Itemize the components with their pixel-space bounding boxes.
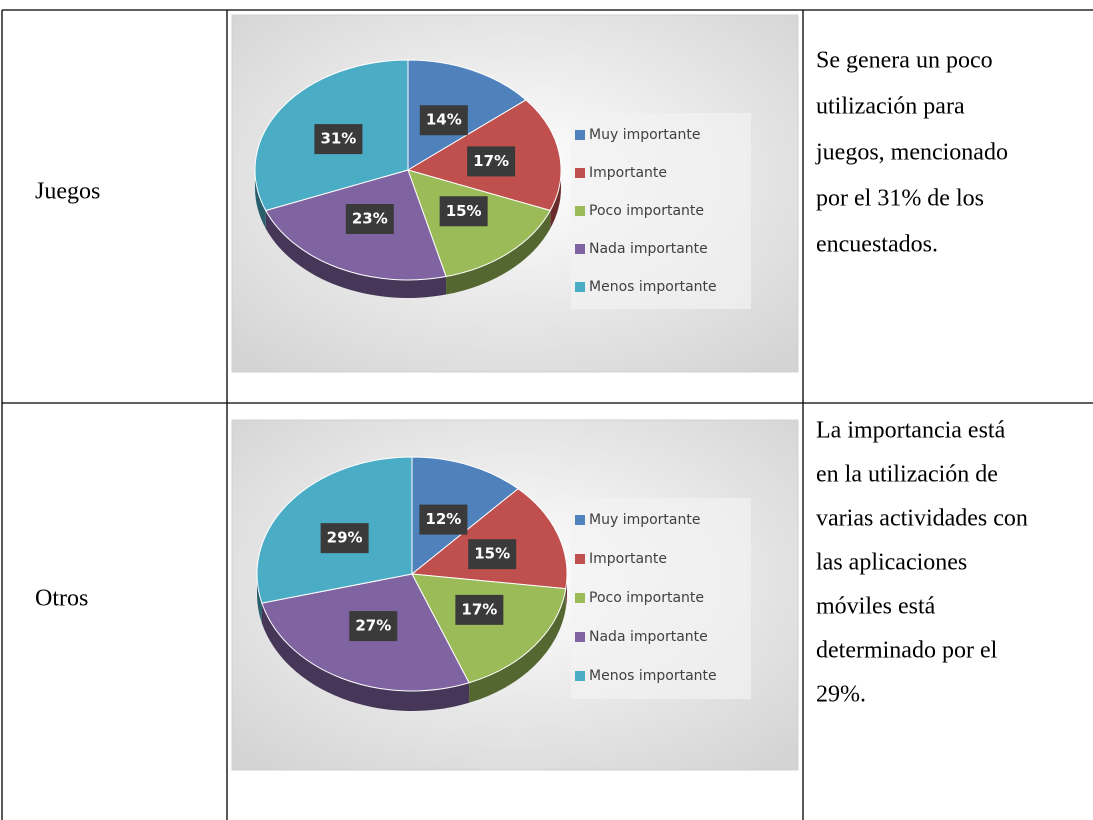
pie-slice xyxy=(410,488,568,590)
data-label: 12% xyxy=(425,510,461,528)
legend-box xyxy=(571,498,751,699)
data-label-box xyxy=(468,539,517,570)
legend-swatch xyxy=(575,671,585,681)
legend-swatch xyxy=(575,632,585,642)
legend-box xyxy=(571,113,751,309)
row-label: Juegos xyxy=(35,179,100,205)
legend-label: Nada importante xyxy=(589,629,708,645)
legend-label: Muy importante xyxy=(589,127,700,143)
data-label-box xyxy=(455,594,504,625)
data-label: 27% xyxy=(355,617,391,635)
pie-slice-side xyxy=(265,210,447,298)
legend-swatch xyxy=(575,168,585,178)
row-text: juegos, mencionado xyxy=(815,140,1008,166)
data-label-box xyxy=(419,504,468,535)
data-label: 15% xyxy=(474,545,510,563)
data-label: 17% xyxy=(473,152,509,170)
pie-slice-side xyxy=(446,210,551,295)
data-label-box xyxy=(419,105,468,136)
data-label-box xyxy=(349,611,398,642)
legend-label: Poco importante xyxy=(589,590,704,606)
legend-label: Importante xyxy=(589,165,667,181)
data-label: 17% xyxy=(461,600,497,618)
data-label-box xyxy=(439,196,488,227)
legend-label: Menos importante xyxy=(589,668,717,684)
row-text: La importancia está xyxy=(816,418,1006,444)
data-label: 15% xyxy=(446,202,482,220)
legend-label: Menos importante xyxy=(589,279,717,295)
legend-label: Importante xyxy=(589,551,667,567)
row-text: utilización para xyxy=(816,94,965,120)
data-label-box xyxy=(314,124,363,155)
row-text: por el 31% de los xyxy=(816,186,984,212)
row-label: Otros xyxy=(35,586,88,612)
row-text: encuestados. xyxy=(816,232,938,258)
legend-label: Muy importante xyxy=(589,512,700,528)
legend-label: Poco importante xyxy=(589,203,704,219)
legend-swatch xyxy=(575,282,585,292)
row-text: 29%. xyxy=(816,682,866,708)
row-text: determinado por el xyxy=(816,638,998,664)
row-text: en la utilización de xyxy=(816,462,998,488)
data-label-box xyxy=(467,146,516,177)
data-label: 29% xyxy=(327,529,363,547)
data-label: 14% xyxy=(426,111,462,129)
legend-label: Nada importante xyxy=(589,241,708,257)
row-text: Se genera un poco xyxy=(816,48,993,74)
data-label: 31% xyxy=(320,130,356,148)
legend-swatch xyxy=(575,593,585,603)
row-text: varias actividades con xyxy=(816,506,1028,532)
data-label-box xyxy=(320,523,369,554)
legend-swatch xyxy=(575,206,585,216)
data-label-box xyxy=(345,204,394,235)
pie-slice-side xyxy=(257,574,262,624)
pie-slice-side xyxy=(261,603,470,712)
row-text: móviles está xyxy=(816,594,936,620)
data-label: 23% xyxy=(352,210,388,228)
legend-swatch xyxy=(575,515,585,525)
pie: 12% 15% 17% 27% 29% xyxy=(256,456,568,712)
row-text: las aplicaciones xyxy=(816,550,967,576)
legend-swatch xyxy=(575,130,585,140)
pie: 14% 17% 15% 23% 31% xyxy=(254,59,562,298)
legend-swatch xyxy=(575,244,585,254)
pie-slice xyxy=(411,573,567,684)
table-borders xyxy=(1,9,1093,820)
legend-swatch xyxy=(575,554,585,564)
